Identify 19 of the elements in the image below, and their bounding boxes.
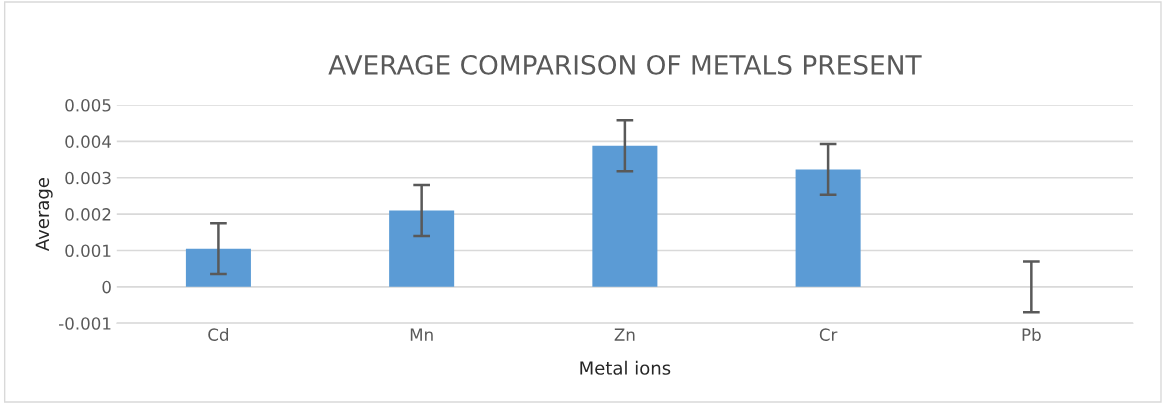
y-tick-label: 0.002 [65, 208, 111, 221]
x-tick-label: Mn [410, 328, 433, 341]
y-tick-label: 0.001 [65, 244, 111, 258]
x-tick-label: Zn [614, 328, 635, 341]
bar [389, 210, 455, 287]
bar [185, 248, 251, 287]
x-tick-label: Cd [208, 328, 229, 341]
x-tick-label: Cr [819, 328, 838, 341]
y-tick-label: 0.004 [65, 135, 111, 148]
x-tick-label: Pb [1022, 328, 1041, 341]
chart-title: AVERAGE COMPARISON OF METALS PRESENT [328, 54, 922, 75]
y-tick-label: 0 [102, 280, 111, 294]
y-axis-title: Average [35, 178, 53, 252]
x-axis-title: Metal ions [580, 360, 671, 375]
y-tick-label: 0.003 [65, 171, 111, 185]
y-tick-label: -0.001 [59, 317, 111, 330]
bar [795, 169, 861, 287]
y-tick-label: 0.005 [65, 99, 111, 112]
bar [592, 145, 658, 287]
